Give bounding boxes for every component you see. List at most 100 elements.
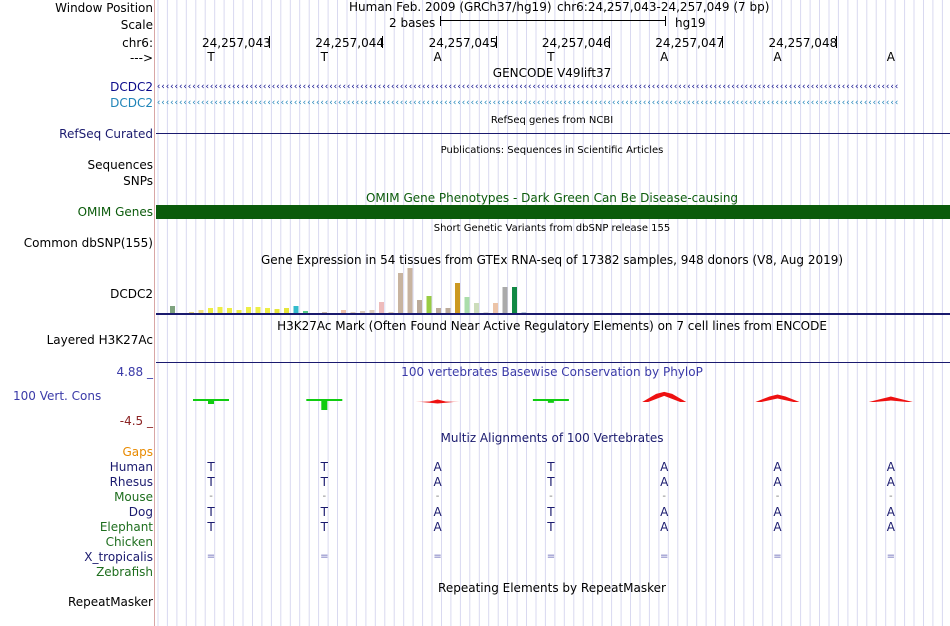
gtex-tissue-bar[interactable] <box>274 309 280 314</box>
scale-text: 2 bases <box>389 16 436 30</box>
gene-track-dcdc2-2[interactable]: ‹‹‹‹‹‹‹‹‹‹‹‹‹‹‹‹‹‹‹‹‹‹‹‹‹‹‹‹‹‹‹‹‹‹‹‹‹‹‹‹… <box>156 99 899 108</box>
alignment-base: A <box>886 505 895 519</box>
gtex-tissue-bar[interactable] <box>341 310 346 314</box>
gtex-tissue-bar[interactable] <box>303 311 308 314</box>
phylop-conservation-mark[interactable] <box>547 399 554 403</box>
gtex-tissue-bar[interactable] <box>407 268 413 314</box>
alignment-base: - <box>209 491 213 502</box>
gene-track-dcdc2-1[interactable]: ‹‹‹‹‹‹‹‹‹‹‹‹‹‹‹‹‹‹‹‹‹‹‹‹‹‹‹‹‹‹‹‹‹‹‹‹‹‹‹‹… <box>156 83 899 92</box>
phylop-conservation-mark[interactable] <box>868 396 913 402</box>
gtex-tissue-bar[interactable] <box>464 297 470 314</box>
omim-title: OMIM Gene Phenotypes - Dark Green Can Be… <box>365 191 739 205</box>
species-label[interactable]: Elephant <box>99 520 153 534</box>
alignment-base: A <box>773 475 782 489</box>
omim-label[interactable]: OMIM Genes <box>77 205 153 219</box>
gtex-tissue-bar[interactable] <box>170 306 175 314</box>
alignment-base: A <box>433 475 442 489</box>
alignment-base: - <box>549 491 553 502</box>
dbsnp-label[interactable]: Common dbSNP(155) <box>23 236 153 250</box>
phylop-conservation-mark[interactable] <box>642 391 687 402</box>
gtex-tissue-bar[interactable] <box>369 310 375 314</box>
alignment-base: A <box>773 505 782 519</box>
gtex-tissue-bar[interactable] <box>436 308 441 314</box>
phylop-conservation-mark[interactable] <box>208 399 214 404</box>
gtex-tissue-bar[interactable] <box>426 296 432 314</box>
gtex-tissue-bar[interactable] <box>379 302 384 314</box>
gtex-tissue-bar[interactable] <box>512 287 517 314</box>
alignment-base: A <box>886 520 895 534</box>
alignment-base: T <box>547 475 555 489</box>
gaps-label[interactable]: Gaps <box>122 445 153 459</box>
ruler-base: T <box>320 50 328 64</box>
snps-label[interactable]: SNPs <box>123 174 153 188</box>
gtex-tissue-bar[interactable] <box>255 307 261 314</box>
omim-bar[interactable] <box>156 205 950 219</box>
alignment-base: = <box>320 551 329 562</box>
gtex-tissue-bar[interactable] <box>217 307 223 314</box>
alignment-base: A <box>660 475 669 489</box>
alignment-base: - <box>322 491 327 502</box>
alignment-base: T <box>320 475 328 489</box>
alignment-base: T <box>207 505 215 519</box>
gtex-tissue-bar[interactable] <box>265 308 270 314</box>
gtex-tissue-bar[interactable] <box>227 308 232 314</box>
phylop-conservation-mark[interactable] <box>415 399 460 404</box>
gtex-tissue-bar[interactable] <box>284 308 289 314</box>
assembly-text: Human Feb. 2009 (GRCh37/hg19) <box>349 0 552 14</box>
gtex-tissue-bar[interactable] <box>198 310 204 314</box>
gtex-tissue-bar[interactable] <box>455 283 460 314</box>
ruler-base: A <box>433 50 442 64</box>
alignment-base: T <box>320 520 328 534</box>
alignment-base: = <box>886 551 895 562</box>
sequences-label[interactable]: Sequences <box>87 158 153 172</box>
window-position-label: Window Position <box>55 1 153 15</box>
alignment-base: = <box>659 551 669 562</box>
repeat-title: Repeating Elements by RepeatMasker <box>438 581 666 595</box>
species-label[interactable]: X_tropicalis <box>84 550 153 564</box>
phylop-track-label[interactable]: 100 Vert. Cons <box>13 389 102 403</box>
species-label[interactable]: Chicken <box>105 535 153 549</box>
alignment-base: A <box>433 505 442 519</box>
h3k27-label[interactable]: Layered H3K27Ac <box>46 333 153 347</box>
gtex-tissue-bar[interactable] <box>502 287 508 314</box>
gtex-label[interactable]: DCDC2 <box>110 287 153 301</box>
gtex-tissue-bar[interactable] <box>445 308 451 314</box>
gtex-tissue-bar[interactable] <box>246 307 251 314</box>
refseq-line[interactable] <box>156 133 950 134</box>
strand-label: ---> <box>129 51 153 65</box>
alignment-base: - <box>775 491 780 502</box>
gtex-tissue-bar[interactable] <box>293 306 299 314</box>
gtex-tissue-bar[interactable] <box>417 300 422 314</box>
ruler-tick <box>835 36 837 48</box>
species-label[interactable]: Zebrafish <box>96 565 153 579</box>
alignment-base: T <box>207 520 215 534</box>
species-label[interactable]: Rhesus <box>109 475 153 489</box>
refseq-label[interactable]: RefSeq Curated <box>59 127 153 141</box>
alignment-base: - <box>888 491 893 502</box>
gtex-tissue-bar[interactable] <box>208 308 213 314</box>
phylop-plot[interactable] <box>156 380 950 410</box>
gene-label-dcdc2-1[interactable]: DCDC2 <box>110 80 153 94</box>
ruler-tick <box>382 36 384 48</box>
species-label[interactable]: Mouse <box>114 490 153 504</box>
gtex-tissue-bar[interactable] <box>236 310 242 314</box>
alignment-base: A <box>773 520 782 534</box>
repeat-label[interactable]: RepeatMasker <box>67 595 153 609</box>
gtex-tissue-bar[interactable] <box>474 303 479 314</box>
gene-label-dcdc2-2[interactable]: DCDC2 <box>110 96 153 110</box>
alignment-base: = <box>773 551 782 562</box>
gtex-tissue-bar[interactable] <box>398 273 403 314</box>
alignment-base: A <box>773 460 782 474</box>
species-label[interactable]: Dog <box>128 505 153 519</box>
pubs-title: Publications: Sequences in Scientific Ar… <box>440 145 664 156</box>
alignment-base: T <box>207 475 215 489</box>
species-label[interactable]: Human <box>109 460 153 474</box>
phylop-conservation-mark[interactable] <box>755 394 800 402</box>
gtex-tissue-bar[interactable] <box>360 311 365 314</box>
gtex-bar-chart[interactable] <box>156 266 950 318</box>
scale-label: Scale <box>120 18 153 32</box>
phylop-title: 100 vertebrates Basewise Conservation by… <box>401 365 703 379</box>
gtex-tissue-bar[interactable] <box>493 303 498 314</box>
ruler-tick <box>495 36 497 48</box>
phylop-conservation-mark[interactable] <box>321 399 328 410</box>
